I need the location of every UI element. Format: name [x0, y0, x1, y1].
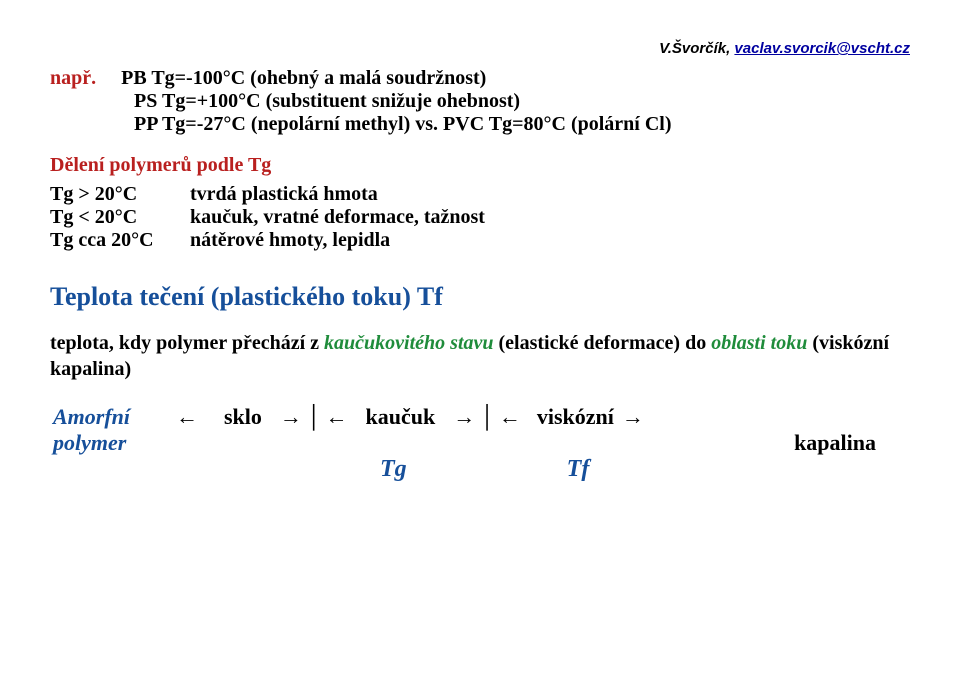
arrow-left-icon-2: ← [324, 404, 350, 430]
axis-labels: Tg Tf [50, 456, 910, 483]
amorphous-label-2: polymer [50, 430, 166, 456]
arrow-left-icon-3: ← [497, 404, 523, 430]
bar-icon-2: │ [477, 404, 497, 430]
amorphous-label-1: Amorfní [50, 404, 166, 430]
row1-r: tvrdá plastická hmota [190, 183, 910, 206]
phase-diagram-top: Amorfní ← sklo → │ ← kaučuk → │ ← viskóz… [50, 404, 910, 430]
ex-line3-d: (polární Cl) [571, 113, 672, 135]
arrow-right-icon-2: → [451, 404, 477, 430]
arrow-right-icon: → [278, 404, 304, 430]
header-attribution: V.Švorčík, vaclav.svorcik@vscht.cz [50, 40, 910, 57]
rubber-label: kaučuk [350, 404, 452, 430]
tf-p-d: oblasti toku [711, 332, 807, 354]
classif-row-2: Tg < 20°C kaučuk, vratné deformace, tažn… [50, 206, 910, 229]
tf-p-c: (elastické deformace) do [494, 332, 712, 354]
tf-heading: Teplota tečení (plastického toku) Tf [50, 282, 910, 312]
tf-p-b: kaučukovitého stavu [324, 332, 493, 354]
glass-label: sklo [208, 404, 278, 430]
ex-line1-b: (ohebný a malá soudržnost) [250, 67, 486, 89]
arrow-right-icon-3: → [620, 404, 646, 430]
row2-l: Tg < 20°C [50, 206, 190, 229]
phase-diagram-bottom: polymer kapalina [50, 430, 910, 456]
tf-p-a: teplota, kdy polymer přechází z [50, 332, 324, 354]
row3-r: nátěrové hmoty, lepidla [190, 229, 910, 252]
ex-line1-a: PB Tg=-100°C [121, 67, 245, 89]
ex-line3-a: PP Tg=-27°C [134, 113, 246, 135]
example-lead: např. [50, 67, 96, 89]
row3-l: Tg cca 20°C [50, 229, 190, 252]
ex-line3-b: (nepolární methyl) vs. [251, 113, 438, 135]
classif-row-1: Tg > 20°C tvrdá plastická hmota [50, 183, 910, 206]
row1-l: Tg > 20°C [50, 183, 190, 206]
tf-axis-label: Tf [567, 456, 590, 483]
classif-row-3: Tg cca 20°C nátěrové hmoty, lepidla [50, 229, 910, 252]
section-title: Dělení polymerů podle Tg [50, 154, 910, 177]
arrow-left-icon: ← [166, 404, 208, 430]
ex-line2-b: (substituent snižuje ohebnost) [266, 90, 520, 112]
tg-axis-label: Tg [380, 456, 407, 483]
author-name: V.Švorčík, [659, 40, 730, 57]
ex-line2-a: PS Tg=+100°C [134, 90, 261, 112]
example-paragraph: např. PB Tg=-100°C (ohebný a malá soudrž… [50, 67, 910, 136]
tf-paragraph: teplota, kdy polymer přechází z kaučukov… [50, 330, 910, 382]
row2-r: kaučuk, vratné deformace, tažnost [190, 206, 910, 229]
ex-line3-c: PVC Tg=80°C [443, 113, 566, 135]
viscous-label-1: viskózní [523, 404, 620, 430]
viscous-label-2: kapalina [791, 430, 910, 456]
author-email-link[interactable]: vaclav.svorcik@vscht.cz [734, 40, 910, 57]
bar-icon-1: │ [304, 404, 324, 430]
